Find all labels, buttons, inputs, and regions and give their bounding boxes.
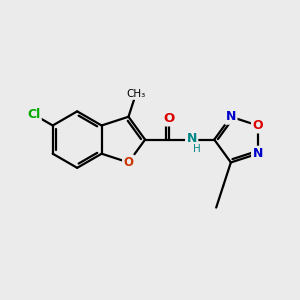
- Text: CH₃: CH₃: [126, 88, 146, 99]
- Text: N: N: [187, 132, 197, 145]
- Text: O: O: [252, 119, 263, 132]
- Text: N: N: [253, 147, 263, 160]
- Text: N: N: [226, 110, 236, 123]
- Text: O: O: [124, 156, 134, 169]
- Text: Cl: Cl: [27, 108, 40, 121]
- Text: O: O: [164, 112, 175, 125]
- Text: H: H: [193, 143, 201, 154]
